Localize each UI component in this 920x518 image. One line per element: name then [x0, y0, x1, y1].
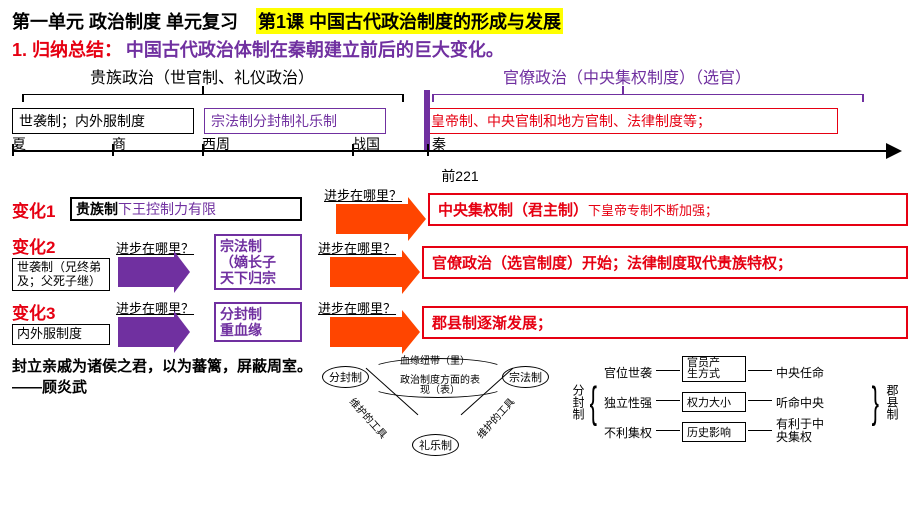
box-left2: 宗法制分封制礼乐制 — [204, 108, 386, 134]
change2-right: 官僚政治（选官制度）开始；法律制度取代贵族特权； — [422, 246, 908, 279]
timeline-line — [12, 150, 888, 152]
box-left1: 世袭制；内外服制度 — [12, 108, 194, 134]
change1-q: 进步在哪里？ — [324, 185, 402, 204]
d2-left: 分封制 — [570, 384, 587, 420]
header-row: 第一单元 政治制度 单元复习 第1课 中国古代政治制度的形成与发展 — [12, 8, 908, 34]
era-boxes: 世袭制；内外服制度 宗法制分封制礼乐制 皇帝制、中央官制和地方官制、法律制度等； — [12, 108, 908, 134]
d1-e4: 维护的工具 — [473, 394, 518, 441]
change2-q1: 进步在哪里？ — [318, 238, 396, 257]
tl-zhanguo: 战国 — [352, 134, 380, 154]
box-right: 皇帝制、中央官制和地方官制、法律制度等； — [424, 108, 838, 134]
arrow-orange-icon — [330, 317, 402, 347]
arrow-orange-icon — [330, 257, 402, 287]
change-1: 变化1 贵族制下王控制力有限 进步在哪里？ 中央集权制（君主制）下皇帝专制不断加… — [12, 190, 908, 228]
brackets — [12, 88, 908, 106]
change2-leftbox: 世袭制（兄终弟及；父死子继） — [12, 258, 110, 292]
arrow-purple-icon — [118, 257, 174, 287]
arrow-orange-icon — [336, 204, 408, 234]
bottom-section: 封立亲戚为诸侯之君，以为蕃篱，屏蔽周室。 ——顾炎武 分封制 宗法制 礼乐制 血… — [12, 348, 908, 466]
change3-mid: 分封制重血缘 — [214, 302, 302, 342]
before-221: 前221 — [12, 166, 908, 186]
d1-e3: 维护的工具 — [347, 394, 392, 441]
unit-title: 第一单元 政治制度 单元复习 — [12, 8, 238, 34]
change-2: 变化2 世袭制（兄终弟及；父死子继） 进步在哪里？ 宗法制（嫡长子天下归宗 进步… — [12, 232, 908, 292]
lesson-title: 第1课 中国古代政治制度的形成与发展 — [256, 8, 563, 34]
d1-e1: 血缘纽带（里） — [400, 352, 470, 367]
summary-num: 1. 归纳总结： — [12, 40, 122, 60]
d2-right: 郡县制 — [884, 384, 901, 420]
tl-qin: 秦 — [432, 134, 446, 154]
change-3: 变化3 内外服制度 进步在哪里？ 分封制重血缘 进步在哪里？ 郡县制逐渐发展； — [12, 296, 908, 348]
d2-r3: 有利于中央集权 — [776, 418, 846, 444]
d1-fenfeng: 分封制 — [322, 366, 369, 388]
d2-c3: 不利集权 — [604, 424, 652, 441]
d2-r2: 听命中央 — [776, 394, 824, 411]
summary-line: 1. 归纳总结： 中国古代政治体制在秦朝建立前后的巨大变化。 — [12, 36, 908, 62]
quote: 封立亲戚为诸侯之君，以为蕃篱，屏蔽周室。 ——顾炎武 — [12, 356, 312, 466]
diagram-2: { 分封制 } 郡县制 官位世袭 官员产生方式 中央任命 独立性强 权力大小 听… — [582, 356, 902, 466]
change1-right: 中央集权制（君主制）下皇帝专制不断加强； — [428, 193, 908, 226]
brace-left-icon: { — [590, 392, 597, 414]
summary-text: 中国古代政治体制在秦朝建立前后的巨大变化。 — [126, 40, 504, 60]
timeline: 夏 商 西周 战国 秦 — [12, 138, 908, 166]
change3-label: 变化3 — [12, 299, 70, 324]
d2-c1: 官位世袭 — [604, 364, 652, 381]
qin-marker — [424, 90, 430, 150]
timeline-arrow-icon — [886, 143, 902, 159]
arrow-purple-icon — [118, 317, 174, 347]
diagram-1: 分封制 宗法制 礼乐制 血缘纽带（里） 政治制度方面的表现（表） 维护的工具 维… — [312, 356, 582, 466]
change3-right: 郡县制逐渐发展； — [422, 306, 908, 339]
d2-r1: 中央任命 — [776, 364, 824, 381]
d2-m3: 历史影响 — [682, 422, 746, 442]
tl-xizhou: 西周 — [202, 134, 230, 154]
change3-leftbox: 内外服制度 — [12, 324, 110, 345]
system-left: 贵族政治（世官制、礼仪政治） — [12, 64, 392, 88]
change2-label: 变化2 — [12, 233, 70, 258]
d2-m2: 权力大小 — [682, 392, 746, 412]
change3-q1: 进步在哪里？ — [318, 298, 396, 317]
system-labels: 贵族政治（世官制、礼仪政治） 官僚政治（中央集权制度）（选官） — [12, 64, 908, 88]
change1-left: 贵族制下王控制力有限 — [70, 197, 302, 221]
tl-xia: 夏 — [12, 134, 26, 154]
change2-mid: 宗法制（嫡长子天下归宗 — [214, 234, 302, 290]
change1-label: 变化1 — [12, 197, 70, 222]
d2-c2: 独立性强 — [604, 394, 652, 411]
changes: 变化1 贵族制下王控制力有限 进步在哪里？ 中央集权制（君主制）下皇帝专制不断加… — [12, 190, 908, 348]
system-right: 官僚政治（中央集权制度）（选官） — [412, 64, 842, 88]
d2-m1: 官员产生方式 — [682, 356, 746, 382]
d1-e2: 政治制度方面的表现（表） — [400, 376, 480, 396]
d1-liyue: 礼乐制 — [412, 434, 459, 456]
tl-shang: 商 — [112, 134, 126, 154]
brace-right-icon: } — [872, 392, 879, 414]
